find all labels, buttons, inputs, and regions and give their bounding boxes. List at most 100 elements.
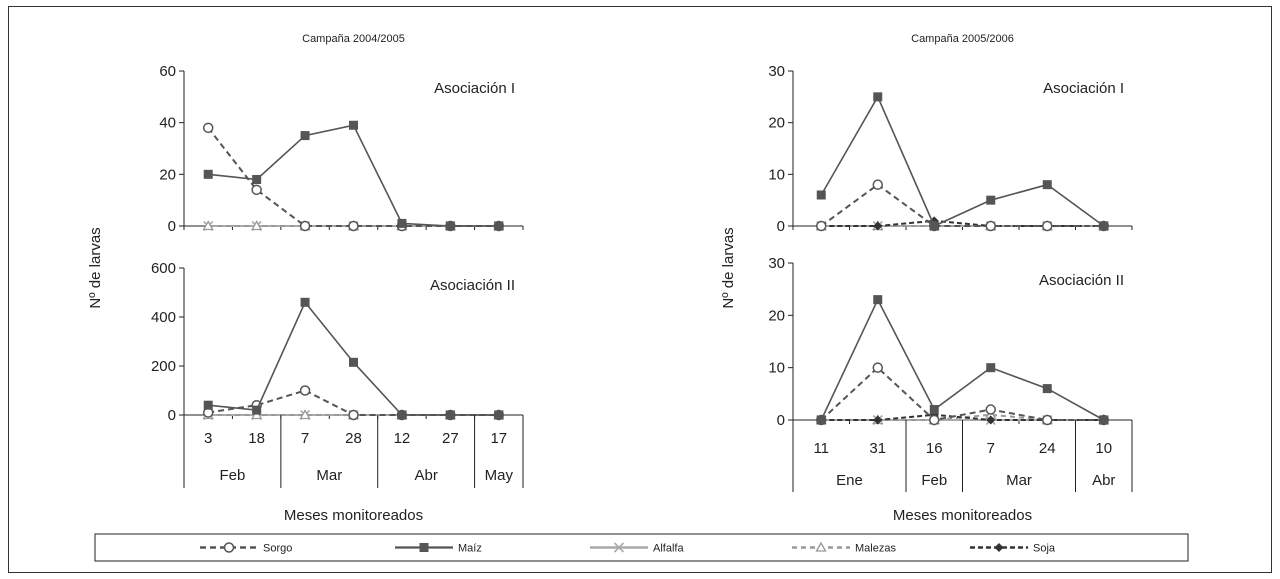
y-tick-label: 10	[768, 166, 785, 183]
month-label: Abr	[414, 467, 437, 484]
legend-circle-icon	[223, 542, 235, 553]
legend-item-alfalfa: Alfalfa	[590, 542, 684, 555]
panel-title: Asociación II	[430, 277, 515, 294]
x-tick-label: 10	[1095, 440, 1112, 457]
y-tick-label: 0	[168, 407, 176, 424]
series-sorgo	[202, 122, 505, 232]
x-tick-label: 7	[987, 440, 995, 457]
point-sorgo	[872, 362, 883, 373]
y-tick-label: 20	[768, 307, 785, 324]
point-soja	[873, 415, 883, 425]
line-sorgo	[820, 183, 1104, 227]
y-tick-label: 600	[151, 260, 176, 277]
month-label: Feb	[219, 467, 245, 484]
legend-cross-icon	[613, 542, 625, 553]
point-maiz	[1099, 221, 1109, 231]
legend-item-sorgo: Sorgo	[200, 542, 292, 555]
point-sorgo	[299, 385, 311, 396]
x-tick-label: 24	[1039, 440, 1056, 457]
point-maiz	[986, 195, 996, 205]
point-maiz	[873, 92, 883, 102]
month-label: May	[485, 467, 514, 484]
series-sorgo	[816, 362, 1109, 426]
legend-item-soja: Soja	[970, 543, 1056, 555]
x-tick-label: 31	[869, 440, 886, 457]
point-maiz	[986, 363, 996, 373]
panel-title: Asociación II	[1039, 272, 1124, 289]
point-maiz	[816, 190, 826, 200]
line-sorgo	[207, 127, 499, 227]
y-tick-label: 0	[168, 218, 176, 235]
point-sorgo	[1042, 220, 1053, 232]
legend-item-malezas: Malezas	[792, 541, 896, 555]
x-tick-label: 17	[490, 430, 507, 447]
point-maiz	[397, 410, 407, 420]
panel-title: Asociación I	[434, 80, 515, 97]
month-label: Ene	[836, 472, 863, 489]
point-sorgo	[1042, 414, 1053, 426]
y-tick-label: 20	[159, 166, 176, 183]
month-label: Mar	[316, 467, 342, 484]
point-soja	[873, 221, 883, 231]
x-tick-label: 7	[301, 430, 309, 447]
y-tick-label: 30	[768, 255, 785, 272]
point-malezas	[202, 220, 214, 231]
point-maiz	[203, 169, 213, 179]
series-maiz	[203, 120, 504, 231]
point-sorgo	[251, 184, 262, 196]
y-tick-label: 0	[777, 412, 785, 429]
legend-label: Sorgo	[263, 543, 292, 555]
point-maiz	[1042, 384, 1052, 394]
y-tick-label: 200	[151, 358, 176, 375]
month-label: Abr	[1092, 472, 1115, 489]
x-tick-label: 16	[926, 440, 943, 457]
chart-title: Campaña 2005/2006	[911, 33, 1014, 45]
chart-title: Campaña 2004/2005	[302, 33, 405, 45]
y-tick-label: 60	[159, 63, 176, 80]
point-sorgo	[348, 409, 359, 421]
point-maiz	[445, 221, 455, 231]
point-maiz	[252, 175, 262, 184]
point-malezas	[299, 409, 311, 420]
x-axis-label: Meses monitoreados	[893, 507, 1032, 524]
point-maiz	[1042, 180, 1052, 190]
legend-triangle-icon	[815, 541, 827, 552]
point-maiz	[349, 120, 358, 130]
legend-square-icon	[419, 543, 429, 552]
month-label: Feb	[921, 472, 947, 489]
point-sorgo	[348, 220, 359, 232]
figure-frame	[8, 6, 1272, 573]
point-sorgo	[202, 122, 214, 134]
series-maiz	[816, 92, 1109, 231]
point-maiz	[349, 357, 358, 367]
y-tick-label: 30	[768, 63, 785, 80]
point-maiz	[816, 415, 826, 425]
series-sorgo	[816, 179, 1109, 232]
point-maiz	[1099, 415, 1109, 425]
line-maiz	[208, 124, 499, 227]
line-sorgo	[820, 366, 1104, 422]
point-sorgo	[816, 220, 827, 232]
point-maiz	[252, 405, 262, 415]
point-maiz	[929, 405, 939, 415]
point-sorgo	[985, 404, 996, 415]
point-maiz	[397, 218, 407, 228]
point-maiz	[300, 297, 310, 307]
month-label: Mar	[1006, 472, 1032, 489]
point-sorgo	[872, 179, 883, 190]
point-maiz	[300, 131, 310, 141]
point-soja	[986, 415, 996, 425]
y-tick-label: 0	[777, 218, 785, 235]
point-sorgo	[985, 220, 996, 232]
y-tick-label: 40	[159, 115, 176, 132]
legend-label: Maíz	[458, 543, 482, 555]
line-maiz	[820, 297, 1105, 421]
x-tick-label: 27	[442, 430, 459, 447]
y-axis-label: Nº de larvas	[87, 227, 104, 308]
legend-label: Soja	[1033, 543, 1056, 555]
point-maiz	[873, 295, 883, 305]
legend-diamond-icon	[994, 543, 1004, 552]
series-maiz	[203, 297, 504, 420]
point-maiz	[494, 410, 504, 420]
